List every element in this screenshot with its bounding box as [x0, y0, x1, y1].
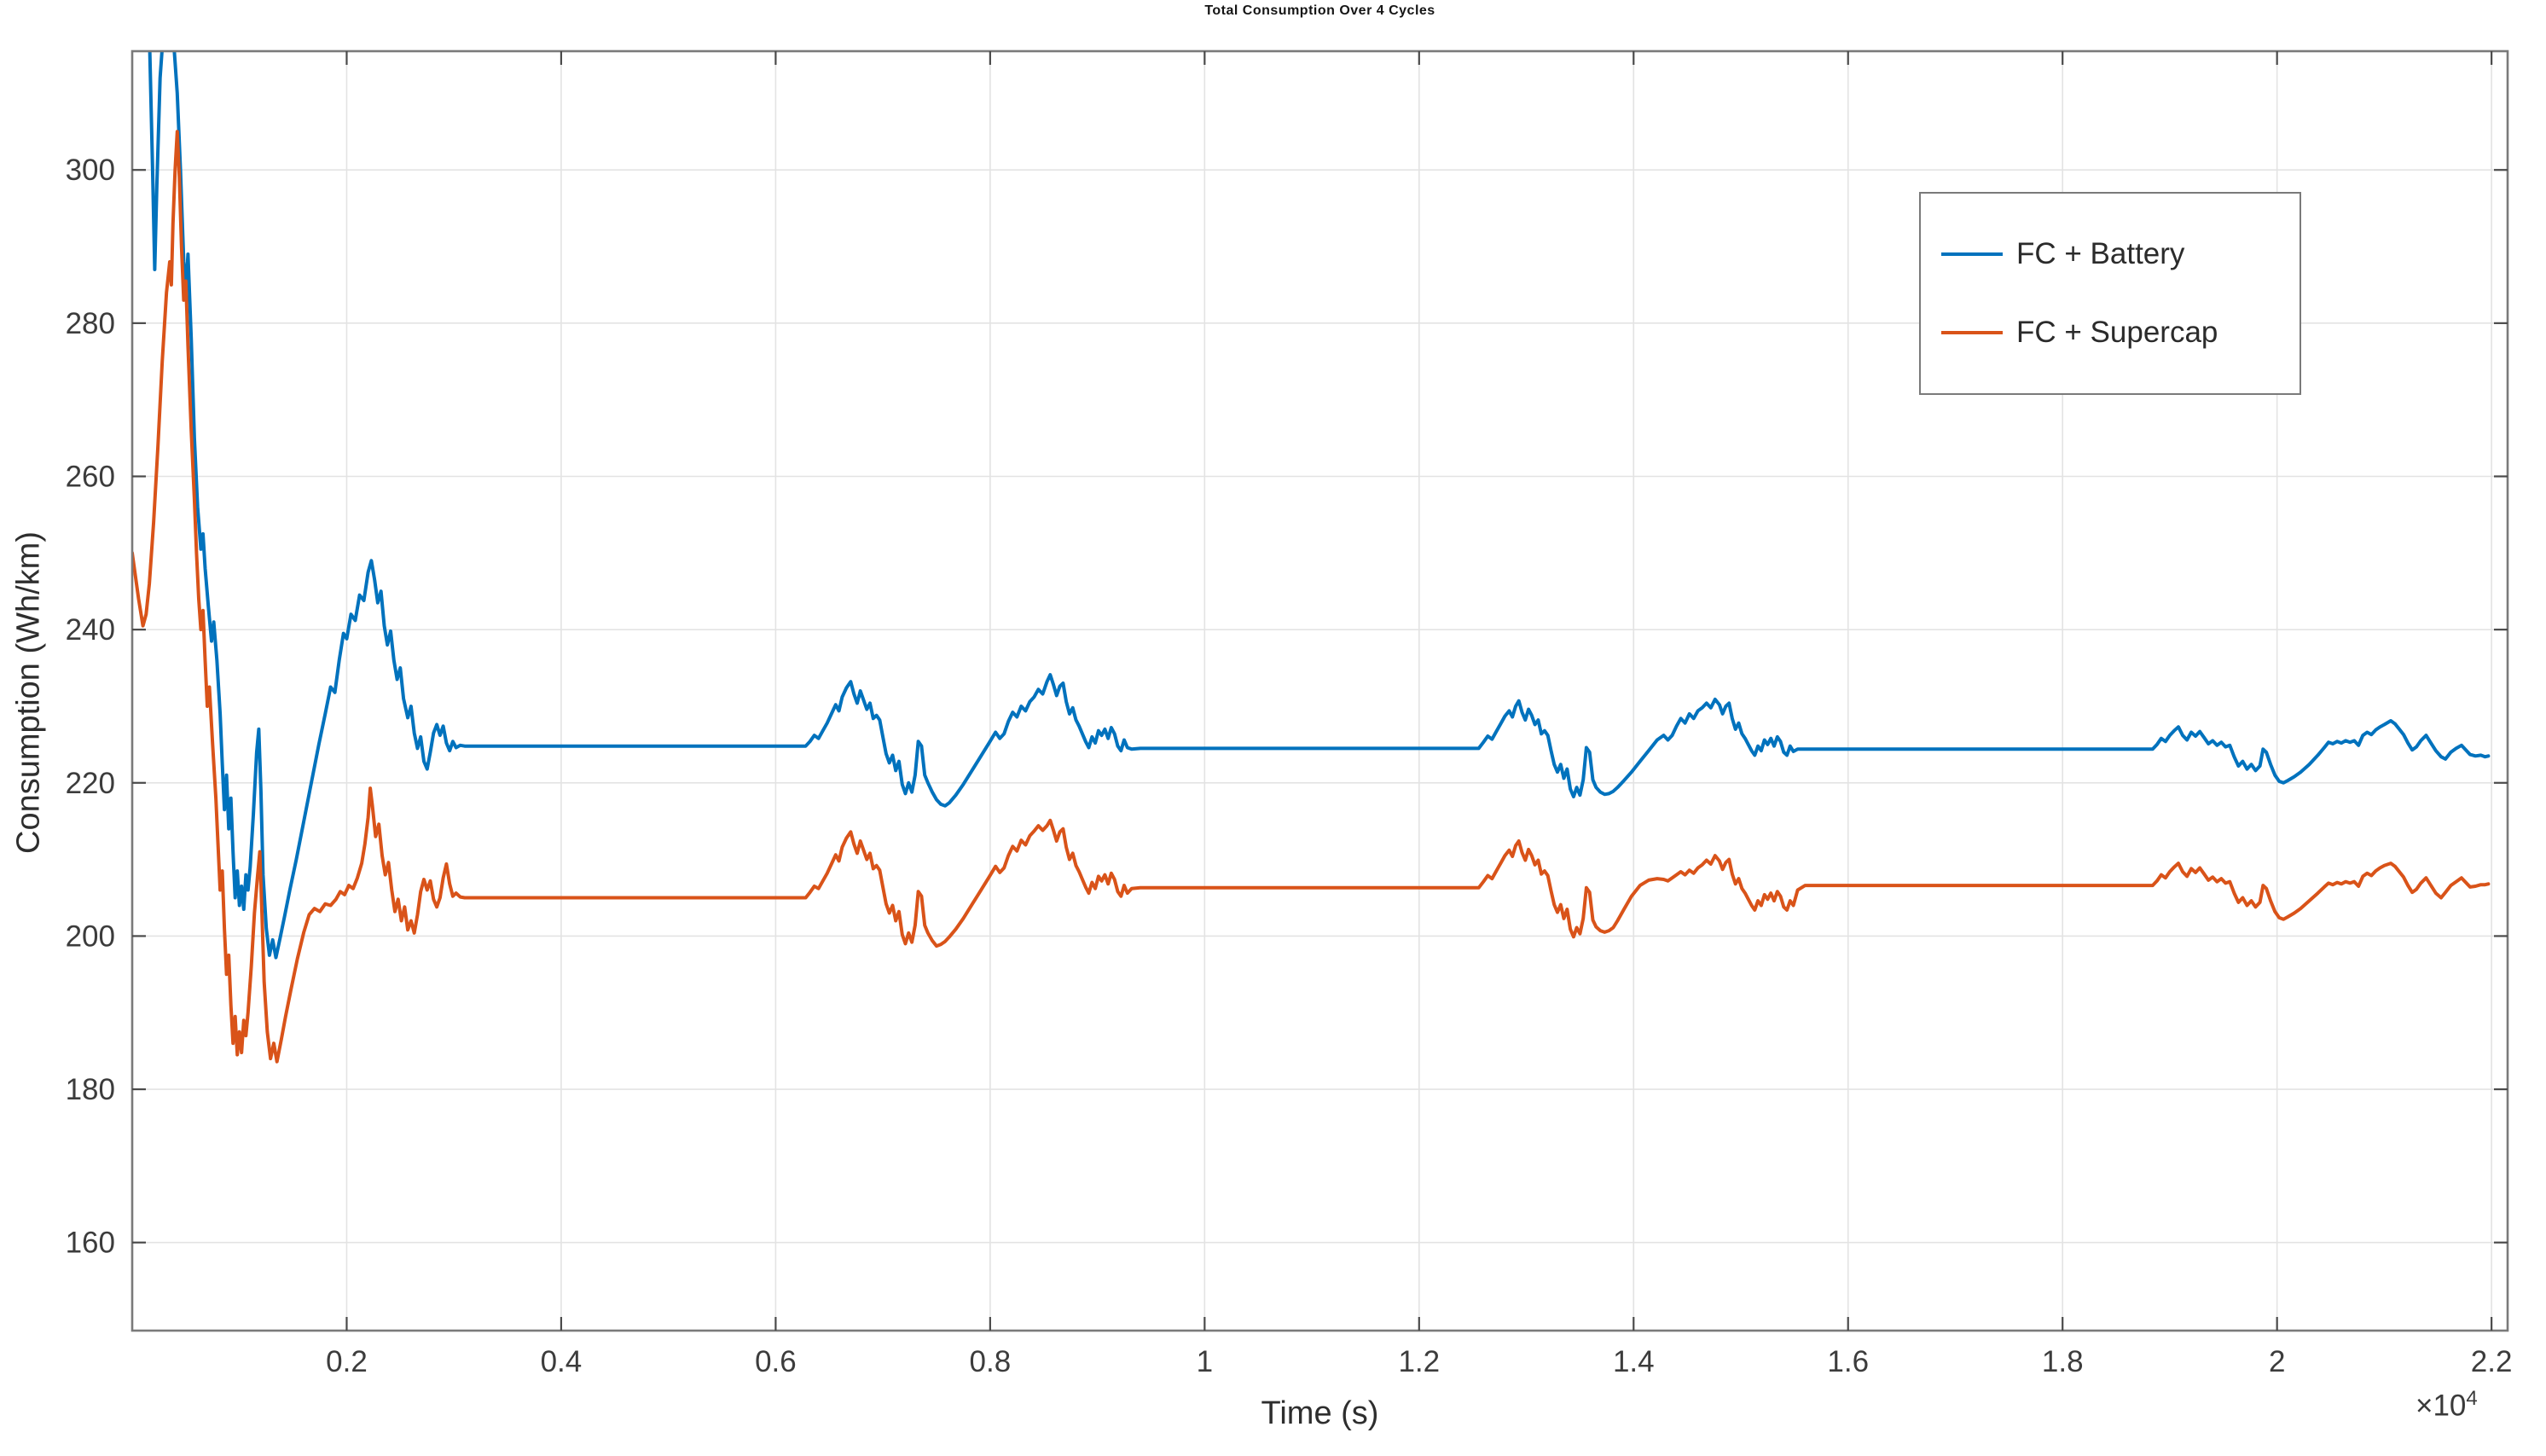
- y-tick-label: 280: [66, 307, 115, 340]
- x-tick-label: 0.6: [755, 1345, 797, 1378]
- y-tick-label: 220: [66, 767, 115, 800]
- x-tick-label: 2.2: [2471, 1345, 2513, 1378]
- plot-frame: [130, 49, 2509, 1332]
- x-exponent-power: 4: [2466, 1387, 2478, 1410]
- y-tick-label: 300: [66, 154, 115, 187]
- x-tick-label: 0.8: [970, 1345, 1012, 1378]
- x-tick-label: 1.6: [1827, 1345, 1869, 1378]
- y-tick-label: 160: [66, 1227, 115, 1260]
- x-exponent-prefix: ×10: [2416, 1389, 2467, 1423]
- x-tick-label: 1.4: [1613, 1345, 1655, 1378]
- legend-box: FC + Battery FC + Supercap: [1919, 192, 2301, 395]
- axis-tick-labels: 0.2 0.4 0.6 0.8 1 1.2 1.4 1.6 1.8 2 2.2 160 180 200 22…: [66, 154, 2513, 1378]
- x-axis-label: Time (s): [1261, 1395, 1379, 1431]
- grid-lines: [132, 51, 2508, 1331]
- y-tick-label: 200: [66, 919, 115, 953]
- y-axis-label: Consumption (Wh/km): [10, 531, 47, 854]
- legend-entry: FC + Battery: [1941, 237, 2300, 271]
- axis-ticks: [132, 51, 2508, 1331]
- series-line-fc-supercap: [132, 130, 2491, 1064]
- series-line-fc-battery: [148, 51, 2491, 960]
- x-tick-label: 1.8: [2042, 1345, 2084, 1378]
- legend-entry-label: FC + Battery: [2016, 237, 2185, 271]
- y-tick-label: 180: [66, 1073, 115, 1106]
- chart-title: Total Consumption Over 4 Cycles: [1204, 3, 1435, 18]
- legend-entry: FC + Supercap: [1941, 316, 2300, 350]
- x-tick-label: 0.4: [541, 1345, 583, 1378]
- series-layer: [132, 51, 2491, 1064]
- legend-line-sample: [1941, 330, 2003, 334]
- legend-entry-label: FC + Supercap: [2016, 315, 2218, 349]
- y-tick-label: 260: [66, 461, 115, 494]
- x-tick-label: 2: [2269, 1345, 2285, 1378]
- x-tick-label: 0.2: [326, 1345, 368, 1378]
- x-tick-label: 1: [1197, 1345, 1213, 1378]
- legend-line-sample: [1941, 252, 2003, 257]
- y-tick-label: 240: [66, 613, 115, 647]
- x-axis-exponent-label: ×104: [2416, 1387, 2478, 1424]
- x-tick-label: 1.2: [1398, 1345, 1440, 1378]
